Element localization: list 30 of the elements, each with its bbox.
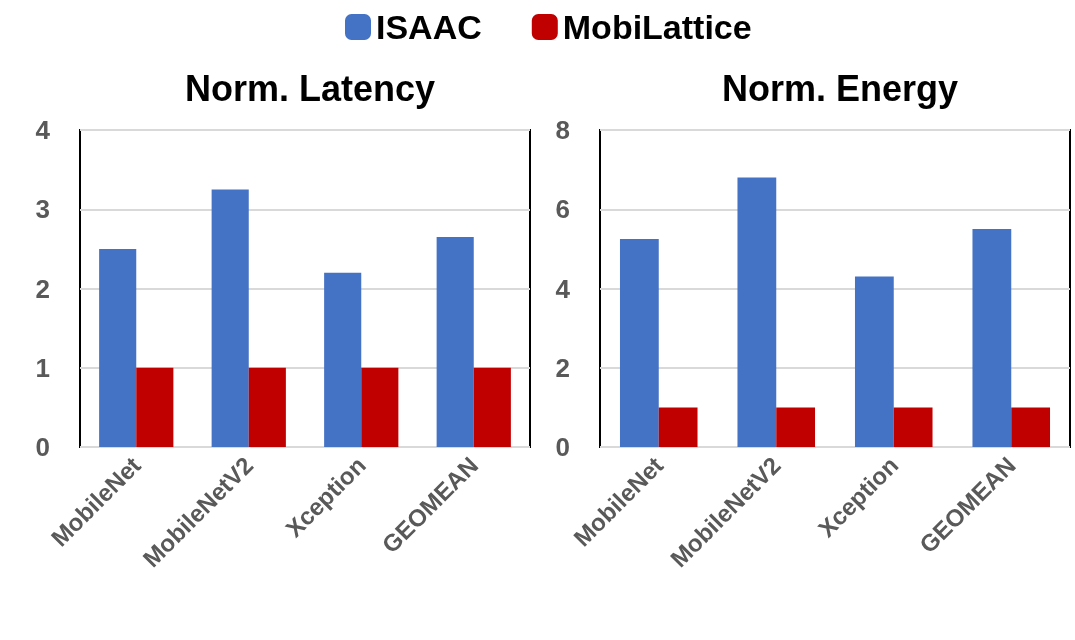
bar xyxy=(436,236,474,447)
bar xyxy=(99,248,137,447)
bar xyxy=(737,177,777,447)
y-tick-label: 0 xyxy=(35,432,50,462)
bar xyxy=(972,229,1012,447)
bar xyxy=(324,272,362,447)
bar xyxy=(893,407,933,447)
y-tick-label: 1 xyxy=(35,352,50,383)
bar xyxy=(473,367,511,447)
y-tick-label: 0 xyxy=(555,432,570,462)
y-tick-label: 6 xyxy=(555,194,570,225)
bar xyxy=(619,238,659,447)
chart-title: Norm. Latency xyxy=(184,67,436,109)
bar xyxy=(776,407,816,447)
bar xyxy=(658,407,698,447)
bar xyxy=(361,367,399,447)
y-tick-label: 4 xyxy=(555,273,571,304)
bar xyxy=(136,367,174,447)
bar xyxy=(248,367,286,447)
bar xyxy=(211,189,249,447)
y-tick-label: 2 xyxy=(35,273,50,304)
y-tick-label: 3 xyxy=(35,194,50,225)
bar xyxy=(854,276,894,447)
y-tick-label: 8 xyxy=(555,115,570,145)
chart-title: Norm. Energy xyxy=(721,67,959,109)
y-tick-label: 4 xyxy=(35,115,51,145)
y-tick-label: 2 xyxy=(555,352,570,383)
bar xyxy=(1011,407,1051,447)
legend-label: MobiLattice xyxy=(562,8,752,46)
legend-label: ISAAC xyxy=(376,8,482,46)
